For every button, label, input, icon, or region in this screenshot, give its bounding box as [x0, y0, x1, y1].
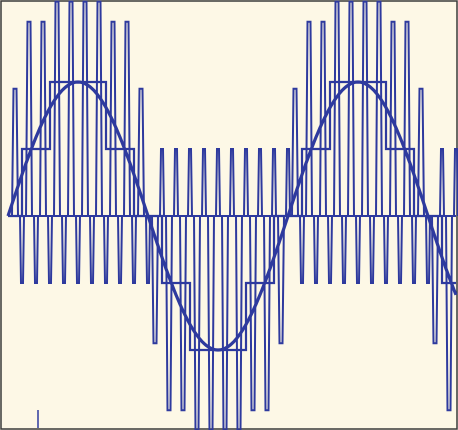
pwm-spike	[11, 87, 25, 284]
pwm-spike	[81, 0, 95, 284]
pwm-spike	[431, 148, 445, 345]
pwm-spike	[207, 148, 221, 430]
pwm-spike	[403, 20, 417, 284]
pwm-spike	[263, 148, 277, 412]
pwm-spike	[151, 148, 165, 345]
pwm-spike	[25, 20, 39, 284]
pwm-spike	[95, 0, 109, 284]
pwm-spike	[305, 20, 319, 284]
pwm-spike	[333, 0, 347, 284]
pwm-spike	[291, 87, 305, 284]
pwm-spike	[347, 0, 361, 284]
pwm-spike	[361, 0, 375, 284]
pwm-spike	[375, 0, 389, 284]
pwm-spike	[417, 87, 431, 284]
pwm-spike	[137, 87, 151, 284]
pwm-spike	[235, 148, 249, 430]
pwm-spike	[221, 148, 235, 430]
fundamental-sine	[6, 80, 458, 352]
pwm-spike	[53, 0, 67, 284]
pwm-spike	[67, 0, 81, 284]
pwm-spike	[193, 148, 207, 430]
pwm-spike	[277, 148, 291, 345]
pwm-spike	[123, 20, 137, 284]
pwm-spike	[165, 148, 179, 412]
